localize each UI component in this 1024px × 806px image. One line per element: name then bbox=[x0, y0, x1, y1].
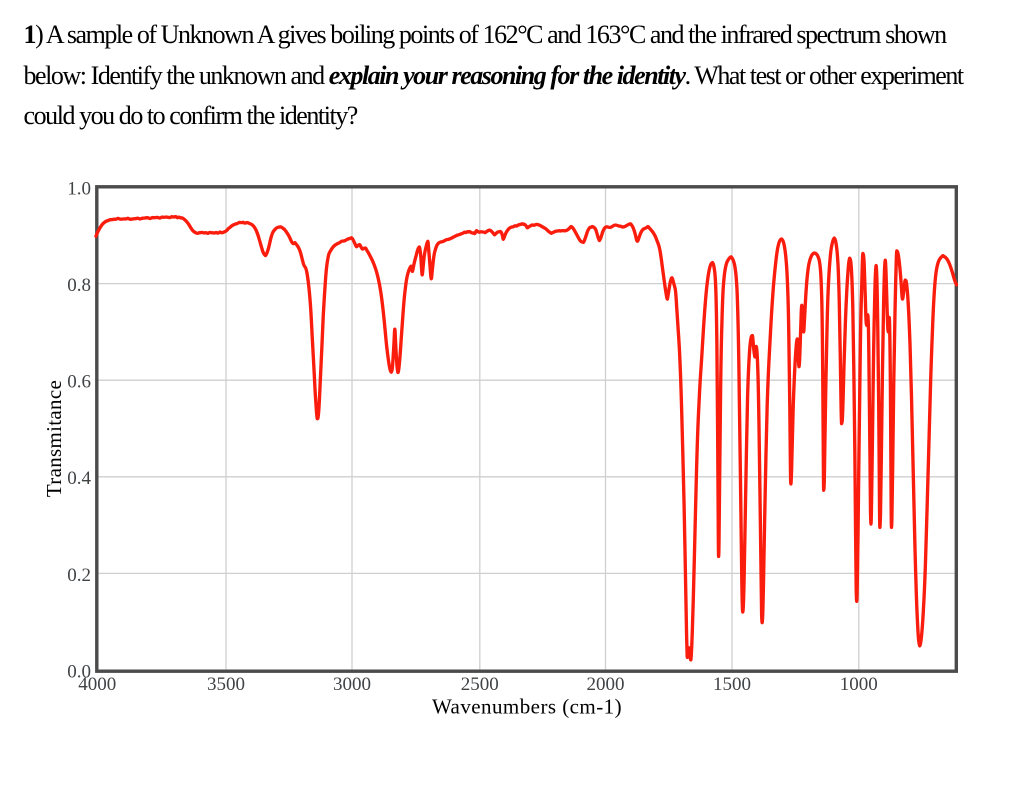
svg-text:0.4: 0.4 bbox=[67, 468, 91, 489]
svg-text:0.8: 0.8 bbox=[67, 275, 91, 296]
svg-text:Wavenumbers (cm-1): Wavenumbers (cm-1) bbox=[432, 694, 622, 718]
svg-text:1.0: 1.0 bbox=[67, 178, 91, 199]
svg-text:4000: 4000 bbox=[78, 674, 116, 695]
svg-text:0.6: 0.6 bbox=[67, 372, 91, 393]
svg-text:2500: 2500 bbox=[461, 674, 499, 695]
svg-text:3000: 3000 bbox=[333, 674, 371, 695]
svg-text:Transmitance: Transmitance bbox=[42, 380, 66, 497]
svg-text:3500: 3500 bbox=[207, 674, 245, 695]
svg-text:1500: 1500 bbox=[713, 674, 751, 695]
svg-text:0.0: 0.0 bbox=[67, 661, 91, 682]
svg-text:1000: 1000 bbox=[840, 674, 878, 695]
svg-text:2000: 2000 bbox=[587, 674, 625, 695]
svg-text:0.2: 0.2 bbox=[67, 565, 91, 586]
